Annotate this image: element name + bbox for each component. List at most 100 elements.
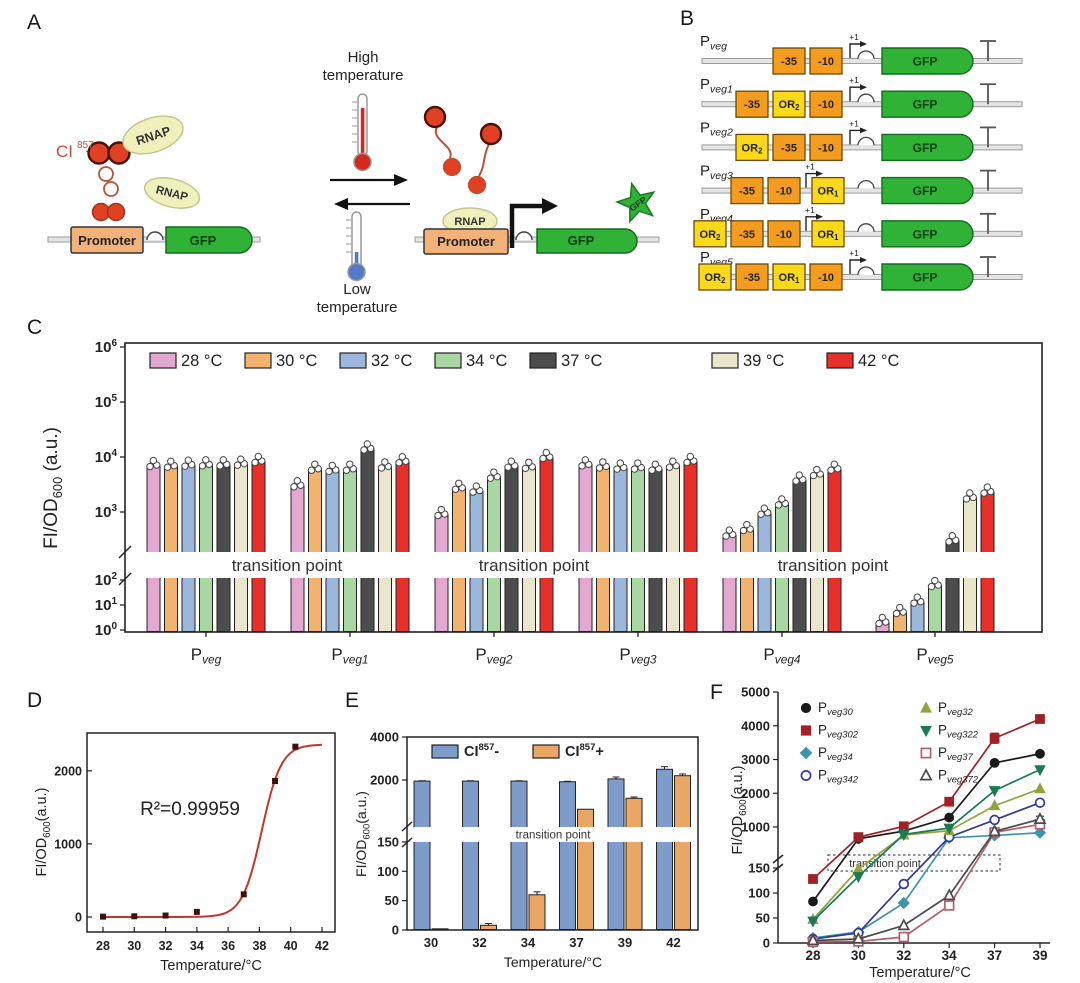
replicate-dot bbox=[910, 599, 918, 607]
gfp-gene-label: GFP bbox=[190, 233, 217, 248]
y-axis-label: FI/OD600(a.u.) bbox=[34, 788, 53, 877]
gfp-gene-box bbox=[881, 220, 974, 248]
x-tick-label: 42 bbox=[666, 935, 680, 950]
y-tick-label: 2000 bbox=[370, 773, 399, 788]
replicate-dot bbox=[651, 460, 659, 468]
x-axis-label: Temperature/°C bbox=[504, 954, 602, 970]
series-line bbox=[812, 823, 1041, 943]
replicate-dot bbox=[381, 458, 389, 466]
replicate-dot bbox=[792, 477, 800, 485]
series-line bbox=[812, 801, 1041, 940]
x-tick-label: 37 bbox=[987, 948, 1002, 963]
promoter-box bbox=[423, 228, 509, 255]
data-point bbox=[100, 913, 106, 920]
low-temp-label: temperature bbox=[317, 299, 398, 316]
y-tick-label: 1000 bbox=[741, 820, 770, 835]
legend-swatch bbox=[529, 352, 557, 369]
element-label: -35 bbox=[739, 229, 755, 241]
fit-curve bbox=[103, 743, 323, 918]
data-point bbox=[1034, 765, 1046, 777]
promoter-label: Promoter bbox=[437, 234, 495, 249]
element-label: -35 bbox=[744, 99, 760, 111]
replicate-dot bbox=[486, 474, 495, 482]
plus1-arrowhead bbox=[860, 41, 867, 47]
operator-box bbox=[772, 263, 806, 291]
rbs-icon bbox=[857, 93, 875, 103]
gfp-gene-label: GFP bbox=[913, 227, 938, 241]
data-point bbox=[1033, 812, 1047, 824]
replicate-dot bbox=[181, 462, 189, 470]
y-tick-label: 150 bbox=[377, 834, 399, 849]
legend-label: 39 °C bbox=[743, 352, 785, 370]
core-element-box bbox=[767, 220, 801, 248]
data-point bbox=[193, 908, 200, 915]
replicate-dot bbox=[525, 458, 533, 466]
data-point bbox=[919, 768, 933, 781]
replicate-dot bbox=[504, 463, 512, 471]
x-tick-label: Pveg3 bbox=[619, 645, 657, 667]
replicate-dot bbox=[931, 576, 939, 585]
data-point bbox=[897, 918, 911, 931]
gfp-gene-label: GFP bbox=[913, 55, 938, 69]
legend-label: Pveg372 bbox=[938, 768, 979, 786]
x-tick-label: 32 bbox=[896, 948, 911, 963]
plus1-arrow-icon bbox=[849, 259, 860, 274]
replicate-dot bbox=[648, 466, 656, 474]
legend-swatch bbox=[711, 352, 739, 369]
data-point bbox=[807, 916, 819, 928]
rbs-icon bbox=[857, 50, 875, 60]
core-element-box bbox=[809, 133, 843, 162]
replicate-dot bbox=[634, 459, 642, 467]
x-tick-label: 30 bbox=[851, 948, 866, 963]
y-tick-label: 0 bbox=[75, 911, 82, 925]
gfp-gene-label: GFP bbox=[568, 233, 595, 248]
replicate-dot bbox=[830, 460, 838, 468]
plus1-arrowhead bbox=[860, 257, 867, 263]
rbs-icon bbox=[146, 231, 164, 241]
data-point bbox=[988, 824, 1001, 837]
core-element-box bbox=[730, 176, 764, 205]
element-label: OR2 bbox=[700, 229, 722, 242]
replicate-dot bbox=[725, 526, 733, 534]
ci857-label-sup: 857 bbox=[77, 140, 94, 151]
rbs-icon bbox=[857, 180, 875, 189]
element-label: -35 bbox=[739, 186, 755, 198]
x-tick-label: 28 bbox=[96, 939, 110, 953]
replicate-dot bbox=[184, 456, 193, 464]
replicate-dot bbox=[795, 471, 803, 479]
plus1-arrow-icon bbox=[805, 172, 816, 188]
legend-swatch bbox=[149, 352, 177, 369]
operator-box bbox=[735, 133, 769, 162]
data-point bbox=[162, 912, 169, 919]
y-tick-label: 50 bbox=[756, 911, 770, 926]
replicate-dot bbox=[434, 511, 442, 520]
series-veg322 bbox=[807, 765, 1046, 928]
legend-label: Pveg30 bbox=[818, 700, 853, 718]
replicate-dot bbox=[980, 489, 988, 497]
replicate-dot bbox=[613, 465, 621, 473]
x-tick-label: Pveg2 bbox=[475, 645, 513, 667]
replicate-dot bbox=[451, 485, 460, 493]
replicate-dot bbox=[363, 440, 371, 448]
panel-f-chart: 0 50 100 150 1000 2000 3000 4000 5000 28 30 32 34 37 3… bbox=[730, 685, 1050, 981]
data-point bbox=[920, 747, 932, 759]
plus1-label: +1 bbox=[805, 162, 815, 172]
replicate-dot bbox=[251, 458, 259, 467]
y-axis-label: FI/OD600(a.u.) bbox=[353, 791, 373, 877]
core-element-box bbox=[772, 133, 806, 162]
panel-label-f: F bbox=[710, 681, 723, 704]
legend-swatch bbox=[434, 352, 462, 369]
legend-label: CI857+ bbox=[565, 742, 604, 760]
data-point bbox=[943, 823, 955, 835]
construct-name: Pveg1 bbox=[700, 76, 733, 95]
data-point bbox=[800, 770, 812, 781]
replicate-dot bbox=[149, 456, 158, 465]
replicate-dot bbox=[455, 479, 463, 487]
replicate-dot bbox=[983, 483, 991, 491]
data-point bbox=[799, 746, 813, 760]
element-label: -35 bbox=[744, 272, 760, 284]
axis-break-mark bbox=[118, 572, 132, 586]
gfp-gene-box bbox=[165, 226, 253, 254]
